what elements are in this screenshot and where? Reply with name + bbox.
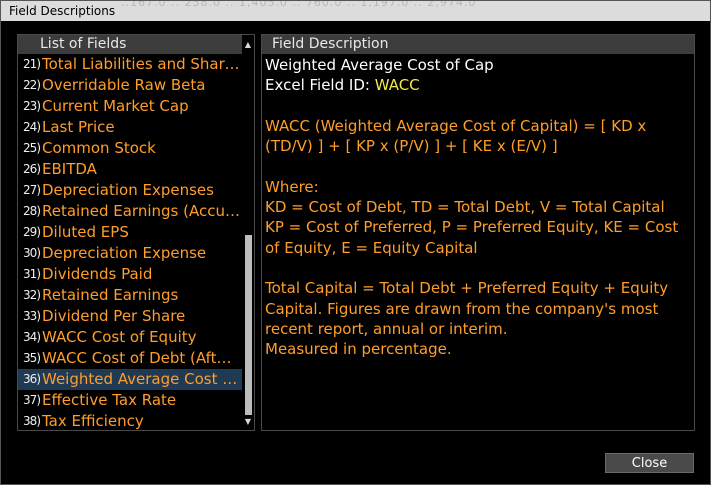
title-bar[interactable]: ..167.0 .. 258.0 .. 1,405.0 .. 760.0 .. … (1, 1, 710, 21)
field-list-item-number: 31) (23, 267, 41, 281)
field-list-item-number: 23) (23, 99, 41, 113)
title-bar-background-text: ..167.0 .. 258.0 .. 1,405.0 .. 760.0 .. … (121, 1, 477, 9)
field-list-item-number: 33) (23, 309, 41, 323)
field-list-item-label: WACC Cost of Debt (After Tax) (42, 349, 240, 367)
field-list-item-number: 37) (23, 393, 41, 407)
field-list-item-number: 22) (23, 78, 41, 92)
field-description-header: Field Description (262, 35, 694, 54)
field-list-item[interactable]: 25) Common Stock (18, 138, 242, 159)
excel-field-id: WACC (374, 76, 420, 95)
field-list-item-label: Common Stock (42, 139, 156, 157)
field-list-item-number: 25) (23, 141, 41, 155)
field-list-item-label: Last Price (42, 118, 115, 136)
measured-text: Measured in percentage. (265, 340, 452, 359)
where-definition-2: KP = Cost of Preferred, P = Preferred Eq… (265, 218, 679, 257)
scroll-thumb[interactable] (245, 235, 252, 415)
scroll-up-icon[interactable]: ▲ (244, 40, 252, 49)
field-list-item-number: 38) (23, 414, 41, 428)
field-list-item-label: Current Market Cap (42, 97, 189, 115)
field-list-item-label: Overridable Raw Beta (42, 76, 206, 94)
field-list-item-number: 35) (23, 351, 41, 365)
field-description-panel: Field Description Weighted Average Cost … (261, 34, 695, 431)
excel-field-label: Excel Field ID: (265, 76, 375, 95)
field-list-item-number: 26) (23, 162, 41, 176)
field-list-item[interactable]: 32) Retained Earnings (18, 285, 242, 306)
where-definition-1: KD = Cost of Debt, TD = Total Debt, V = … (265, 198, 665, 217)
field-list-item[interactable]: 23) Current Market Cap (18, 96, 242, 117)
field-list-item-number: 32) (23, 288, 41, 302)
scroll-down-icon[interactable]: ▼ (244, 417, 252, 426)
field-list-item-label: Dividend Per Share (42, 307, 186, 325)
field-list-item-label: WACC Cost of Equity (42, 328, 197, 346)
field-list-item-label: EBITDA (42, 160, 97, 178)
field-list-item-number: 28) (23, 204, 41, 218)
field-list-item-label: Effective Tax Rate (42, 391, 177, 409)
window-title: Field Descriptions (9, 4, 116, 18)
field-list-item-number: 34) (23, 330, 41, 344)
field-list-item[interactable]: 38) Tax Efficiency (18, 411, 242, 430)
list-of-fields-panel: List of Fields 21) Total Liabilities and … (17, 34, 255, 431)
wacc-formula: WACC (Weighted Average Cost of Capital) … (265, 116, 647, 156)
field-list-item-label: Depreciation Expenses (42, 181, 214, 199)
field-list-item-label: Weighted Average Cost of Capital (42, 370, 240, 388)
field-list-item-number: 30) (23, 246, 41, 260)
excel-field-line: Excel Field ID: WACC (265, 75, 691, 95)
field-list-item-number: 29) (23, 225, 41, 239)
total-capital-text: Total Capital = Total Debt + Preferred E… (265, 279, 669, 338)
field-list-item[interactable]: 24) Last Price (18, 117, 242, 138)
where-label: Where: (265, 177, 319, 196)
list-of-fields-header: List of Fields (18, 35, 242, 54)
field-list-item-number: 24) (23, 120, 41, 134)
field-list-item[interactable]: 34) WACC Cost of Equity (18, 327, 242, 348)
field-list-item[interactable]: 37) Effective Tax Rate (18, 390, 242, 411)
field-list-item-label: Total Liabilities and Shareholders' Equi… (42, 55, 240, 73)
list-scrollbar[interactable]: ▲ ▼ (242, 35, 254, 430)
field-list-item[interactable]: 30) Depreciation Expense (18, 243, 242, 264)
field-list-item[interactable]: 35)WACC Cost of Debt (After Tax) (18, 348, 242, 369)
field-list-item[interactable]: 36)Weighted Average Cost of Capital (18, 369, 242, 390)
field-list-item-label: Tax Efficiency (42, 412, 144, 430)
field-description-body: Weighted Average Cost of Cap Excel Field… (265, 55, 691, 359)
fields-list[interactable]: 21)Total Liabilities and Shareholders' E… (18, 54, 242, 430)
field-list-item[interactable]: 26) EBITDA (18, 159, 242, 180)
field-list-item[interactable]: 33) Dividend Per Share (18, 306, 242, 327)
field-list-item-label: Diluted EPS (42, 223, 129, 241)
field-list-item-number: 27) (23, 183, 41, 197)
field-list-item[interactable]: 31) Dividends Paid (18, 264, 242, 285)
field-list-item[interactable]: 28)Retained Earnings (Accumulated Defici… (18, 201, 242, 222)
field-list-item[interactable]: 27) Depreciation Expenses (18, 180, 242, 201)
field-list-item[interactable]: 22) Overridable Raw Beta (18, 75, 242, 96)
field-list-item-label: Retained Earnings (42, 286, 179, 304)
close-button[interactable]: Close (605, 453, 694, 473)
field-list-item-number: 36) (23, 372, 41, 386)
description-title: Weighted Average Cost of Cap (265, 56, 494, 74)
field-list-item[interactable]: 29) Diluted EPS (18, 222, 242, 243)
field-list-item-label: Dividends Paid (42, 265, 153, 283)
field-list-item[interactable]: 21)Total Liabilities and Shareholders' E… (18, 54, 242, 75)
field-list-item-label: Depreciation Expense (42, 244, 207, 262)
field-list-item-label: Retained Earnings (Accumulated Deficit) (42, 202, 240, 220)
field-list-item-number: 21) (23, 57, 41, 71)
